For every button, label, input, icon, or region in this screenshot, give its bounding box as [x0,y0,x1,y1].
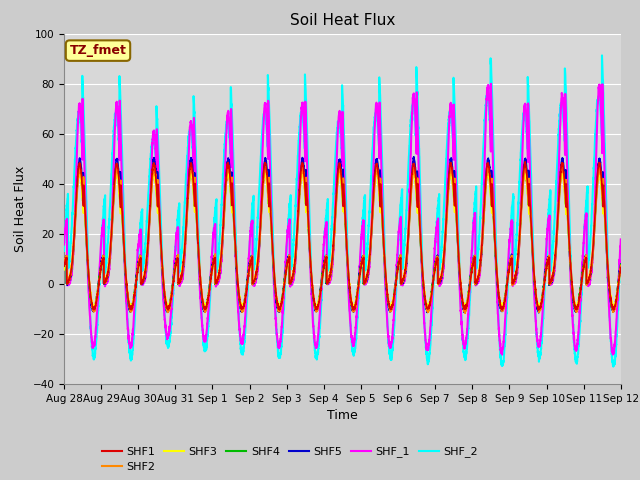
SHF5 [535,310,543,316]
SHF1 [616,268,624,274]
SHF5 [467,268,475,274]
Title: Soil Heat Flux: Soil Heat Flux [290,13,395,28]
SHF4 [163,307,171,313]
SHF3 [436,273,444,279]
SHF3 [160,283,168,289]
SHF1 [160,285,168,290]
SHF1 [499,304,506,310]
SHF3 [521,170,529,176]
SHF_2 [467,271,475,277]
Line: SHF4: SHF4 [64,169,621,310]
SHF3 [616,270,624,276]
Line: SHF3: SHF3 [64,173,621,308]
Line: SHF5: SHF5 [64,157,621,313]
SHF_2 [160,302,168,308]
Line: SHF1: SHF1 [64,162,621,310]
SHF_2 [322,220,330,226]
SHF_1 [499,345,507,350]
Line: SHF2: SHF2 [64,167,621,313]
SHF_2 [499,362,506,368]
SHF4 [322,255,330,261]
Text: TZ_fmet: TZ_fmet [70,44,127,57]
SHF_1 [322,225,330,230]
SHF5 [616,264,624,270]
SHF3 [467,273,475,279]
SHF5 [499,308,507,313]
SHF1 [522,159,529,165]
SHF4 [60,264,68,270]
SHF3 [499,301,507,307]
SHF_1 [467,261,475,266]
SHF5 [60,260,68,265]
SHF_1 [498,352,506,358]
SHF1 [60,263,68,269]
SHF5 [436,278,444,284]
SHF2 [461,311,469,316]
SHF_2 [616,253,624,259]
SHF5 [322,253,330,259]
SHF2 [60,263,68,268]
Line: SHF_2: SHF_2 [64,55,621,367]
SHF4 [447,167,454,172]
SHF2 [499,307,507,313]
Legend: SHF1, SHF2, SHF3, SHF4, SHF5, SHF_1, SHF_2: SHF1, SHF2, SHF3, SHF4, SHF5, SHF_1, SHF… [97,442,483,477]
SHF_2 [609,364,617,370]
SHF1 [467,272,475,278]
SHF1 [436,276,444,281]
SHF3 [617,266,625,272]
SHF4 [616,267,624,273]
SHF3 [60,267,68,273]
X-axis label: Time: Time [327,409,358,422]
SHF2 [76,164,84,169]
SHF4 [499,303,507,309]
SHF2 [161,286,168,292]
SHF2 [436,276,444,282]
SHF_1 [160,308,168,313]
SHF5 [160,290,168,296]
SHF5 [617,261,625,267]
SHF_1 [436,279,444,285]
SHF4 [468,267,476,273]
SHF_1 [487,81,495,87]
SHF2 [616,268,624,274]
SHF_1 [60,241,68,247]
SHF_1 [616,243,624,249]
SHF_2 [60,248,68,254]
SHF1 [534,307,542,313]
SHF1 [617,264,625,270]
SHF4 [617,262,625,267]
SHF3 [322,259,330,265]
SHF_2 [598,52,606,58]
SHF_1 [617,237,625,242]
SHF2 [322,255,330,261]
SHF5 [410,154,417,160]
SHF1 [322,257,330,263]
SHF_2 [436,257,444,263]
SHF_2 [617,245,625,251]
Line: SHF_1: SHF_1 [64,84,621,355]
SHF3 [239,305,246,311]
SHF2 [617,263,625,268]
SHF4 [436,275,444,281]
SHF2 [468,270,476,276]
Y-axis label: Soil Heat Flux: Soil Heat Flux [14,166,27,252]
SHF4 [160,288,168,293]
